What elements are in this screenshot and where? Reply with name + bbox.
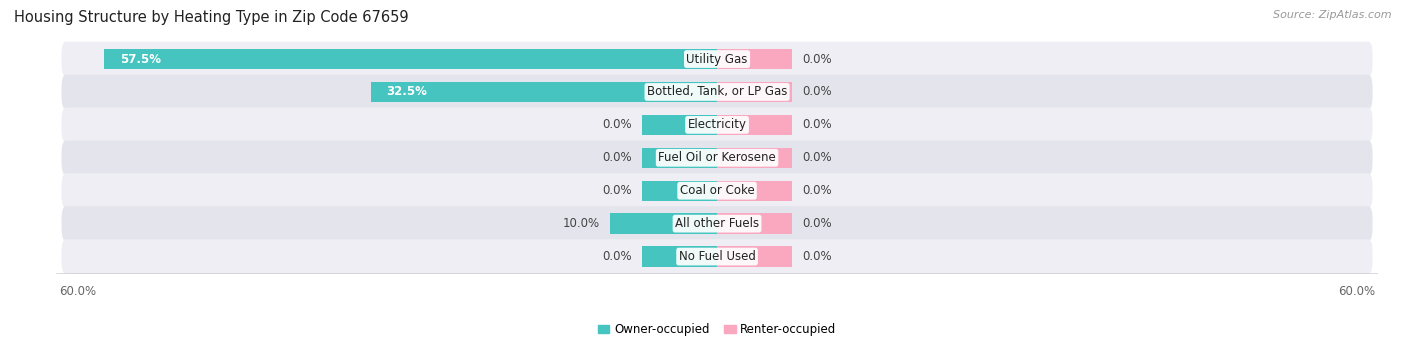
Text: Coal or Coke: Coal or Coke [679,184,755,197]
Legend: Owner-occupied, Renter-occupied: Owner-occupied, Renter-occupied [593,318,841,341]
Text: 0.0%: 0.0% [602,250,631,263]
Text: 0.0%: 0.0% [803,184,832,197]
Text: 0.0%: 0.0% [602,151,631,164]
FancyBboxPatch shape [62,239,1372,274]
Text: No Fuel Used: No Fuel Used [679,250,755,263]
Bar [643,180,717,201]
Text: 10.0%: 10.0% [562,217,600,230]
FancyBboxPatch shape [62,42,1372,76]
Bar [717,115,792,135]
Text: Source: ZipAtlas.com: Source: ZipAtlas.com [1274,10,1392,20]
Bar [717,49,792,69]
Text: 0.0%: 0.0% [803,118,832,131]
Bar [717,246,792,267]
Bar [717,180,792,201]
Text: 0.0%: 0.0% [803,86,832,99]
Text: 0.0%: 0.0% [803,217,832,230]
Bar [717,82,792,102]
FancyBboxPatch shape [62,107,1372,142]
Text: Housing Structure by Heating Type in Zip Code 67659: Housing Structure by Heating Type in Zip… [14,10,409,25]
FancyBboxPatch shape [62,140,1372,175]
FancyBboxPatch shape [62,206,1372,241]
FancyBboxPatch shape [62,173,1372,208]
Text: 32.5%: 32.5% [387,86,427,99]
Text: Fuel Oil or Kerosene: Fuel Oil or Kerosene [658,151,776,164]
Text: 0.0%: 0.0% [803,250,832,263]
Text: 0.0%: 0.0% [803,53,832,65]
Text: All other Fuels: All other Fuels [675,217,759,230]
Text: 0.0%: 0.0% [803,151,832,164]
Bar [104,49,717,69]
Text: Bottled, Tank, or LP Gas: Bottled, Tank, or LP Gas [647,86,787,99]
Bar [371,82,717,102]
Bar [643,148,717,168]
FancyBboxPatch shape [62,75,1372,109]
Text: 0.0%: 0.0% [602,118,631,131]
Text: Utility Gas: Utility Gas [686,53,748,65]
Bar [643,115,717,135]
Text: 57.5%: 57.5% [120,53,162,65]
Bar [717,213,792,234]
Bar [610,213,717,234]
Bar [717,148,792,168]
Text: 0.0%: 0.0% [602,184,631,197]
Bar [643,246,717,267]
Text: Electricity: Electricity [688,118,747,131]
